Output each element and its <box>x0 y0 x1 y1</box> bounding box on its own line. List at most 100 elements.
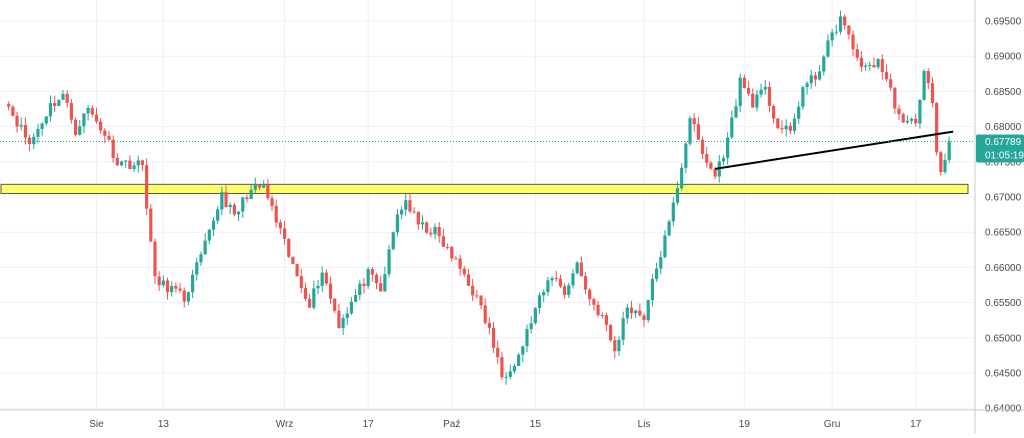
candle-body <box>838 16 843 32</box>
candle-body <box>145 165 149 209</box>
candle-body <box>663 235 667 258</box>
candle-body <box>249 189 253 200</box>
candle-body <box>429 232 433 235</box>
candle-body <box>354 294 358 302</box>
candle-body <box>161 280 165 286</box>
candle-body <box>813 75 818 80</box>
candle-body <box>491 327 496 348</box>
candle-body <box>94 114 99 122</box>
candle-body <box>675 188 680 203</box>
candle-body <box>742 77 746 89</box>
candle-body <box>583 276 588 290</box>
candle-body <box>688 118 692 144</box>
candle-body <box>525 329 529 347</box>
candle-body <box>282 228 287 239</box>
candle-body <box>195 262 199 275</box>
candle-body <box>257 184 262 188</box>
candle-body <box>111 139 115 158</box>
candle-body <box>40 123 44 130</box>
candle-body <box>654 268 659 280</box>
candle-body <box>253 184 257 190</box>
candle-body <box>847 25 851 35</box>
candle-body <box>445 246 450 248</box>
candle-body <box>19 124 23 127</box>
candle-body <box>7 104 11 107</box>
candle-body <box>462 268 466 275</box>
candle-body <box>721 157 726 162</box>
candle-body <box>295 263 299 277</box>
candle-body <box>408 200 412 212</box>
candle-body <box>713 168 717 177</box>
x-tick-label: Lis <box>638 419 651 430</box>
candle-body <box>671 202 675 222</box>
candle-body <box>437 227 441 237</box>
candle-body <box>78 126 82 135</box>
candle-body <box>621 318 625 340</box>
candle-body <box>203 240 207 255</box>
candle-body <box>345 313 349 319</box>
candle-body <box>667 221 671 236</box>
candle-body <box>889 79 893 88</box>
candle-body <box>191 274 195 293</box>
candle-body <box>232 204 236 215</box>
candle-body <box>324 272 328 284</box>
candle-body <box>65 93 69 103</box>
candle-body <box>763 86 767 90</box>
candle-body <box>82 113 86 127</box>
candle-body <box>475 295 479 297</box>
candle-body <box>241 197 245 212</box>
y-tick-label: 0.65000 <box>985 333 1022 344</box>
candle-body <box>211 220 216 230</box>
candle-body <box>291 256 295 264</box>
candle-body <box>15 115 19 127</box>
candle-body <box>136 160 140 166</box>
candle-body <box>199 254 203 263</box>
y-tick-label: 0.64500 <box>985 369 1022 380</box>
candle-body <box>926 71 930 84</box>
candle-body <box>563 286 567 295</box>
support-zone <box>0 183 969 194</box>
candle-body <box>880 59 884 73</box>
candle-body <box>337 310 341 329</box>
candle-body <box>901 114 905 123</box>
candle-body <box>680 167 684 189</box>
candle-body <box>542 292 546 296</box>
candle-body <box>767 86 772 106</box>
candle-body <box>512 365 517 372</box>
candle-body <box>617 339 621 352</box>
candle-body <box>567 285 571 295</box>
candle-body <box>362 283 366 287</box>
candle-body <box>57 99 61 107</box>
candle-body <box>772 105 776 119</box>
candle-body <box>579 262 583 277</box>
candle-body <box>646 300 650 321</box>
candle-body <box>855 49 859 58</box>
candle-body <box>554 278 558 280</box>
x-tick-label: 15 <box>530 419 542 430</box>
candle-body <box>400 209 404 215</box>
candle-body <box>320 272 324 286</box>
candle-body <box>834 31 838 33</box>
candle-body <box>416 211 420 225</box>
candle-body <box>571 273 575 286</box>
candle-body <box>328 283 333 299</box>
candle-body <box>391 232 395 250</box>
x-tick-label: 13 <box>158 419 170 430</box>
candle-body <box>454 258 458 260</box>
candle-body <box>592 299 596 305</box>
candle-body <box>266 184 270 199</box>
candle-body <box>650 279 654 301</box>
candle-body <box>412 211 416 213</box>
candle-body <box>425 222 429 233</box>
candle-body <box>441 236 445 247</box>
candle-body <box>119 161 124 166</box>
candle-body <box>625 307 629 319</box>
candle-body <box>947 141 951 161</box>
candle-body <box>224 192 228 208</box>
candle-body <box>935 102 939 153</box>
candle-body <box>801 87 805 107</box>
candle-body <box>893 87 897 109</box>
candle-body <box>303 288 308 299</box>
candle-body <box>220 192 224 210</box>
